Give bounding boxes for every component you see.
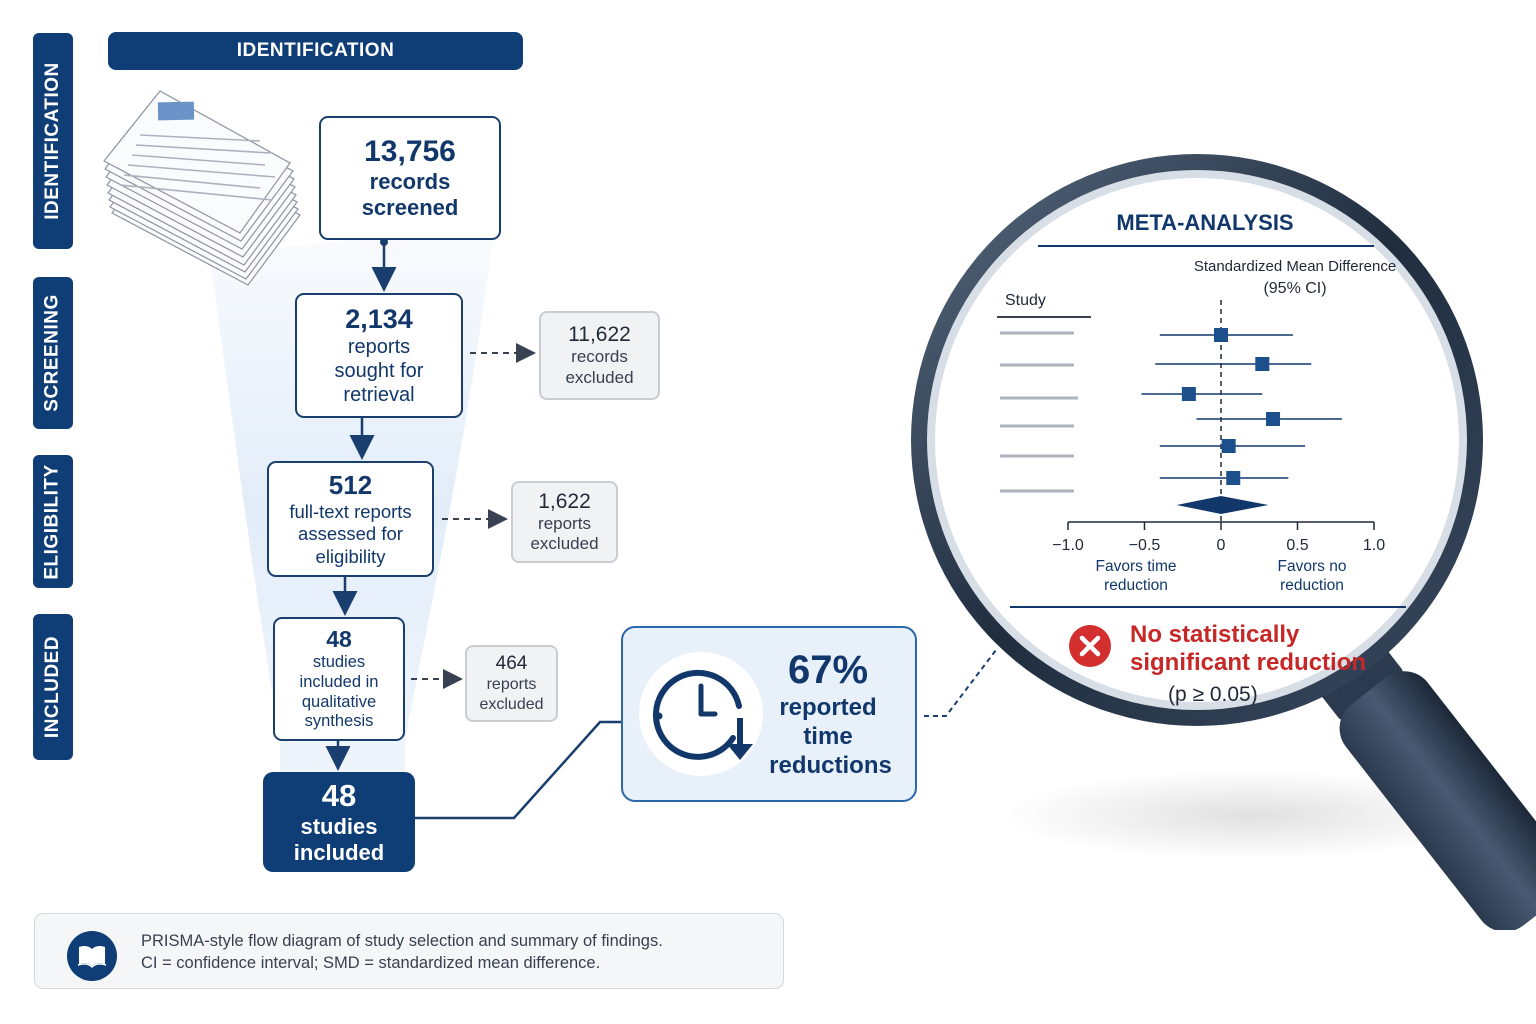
- caption-line-2: CI = confidence interval; SMD = standard…: [141, 954, 601, 972]
- study-point: [1226, 471, 1241, 485]
- study-point: [1255, 357, 1270, 371]
- stage-included-tab: INCLUDED: [33, 614, 73, 760]
- stage-label: IDENTIFICATION: [42, 62, 63, 220]
- excluded-label-2: excluded: [479, 695, 544, 713]
- reports-label-3: retrieval: [343, 384, 415, 406]
- qualitative-label-4: synthesis: [304, 712, 374, 731]
- reports-label-1: reports: [347, 336, 411, 358]
- measure-label-2: (95% CI): [1263, 280, 1327, 297]
- qualitative-count: 48: [326, 625, 352, 652]
- reports-label-2: sought for: [334, 360, 424, 382]
- excluded-label-2: excluded: [530, 534, 599, 553]
- records-screened-box: 13,756 records screened: [319, 116, 501, 240]
- excluded-label-1: reports: [538, 513, 591, 533]
- stage-label: INCLUDED: [42, 635, 64, 739]
- fulltext-count: 512: [328, 470, 373, 501]
- measure-label-1: Standardized Mean Difference: [1193, 258, 1397, 275]
- reports-excluded-box: 1,622 reports excluded: [511, 481, 618, 563]
- clock-icon: [639, 652, 763, 776]
- x-tick-label: 0: [1217, 537, 1226, 554]
- study-point: [1181, 387, 1196, 401]
- studies-included-box: 48 studies included: [263, 772, 415, 872]
- caption-line-1: PRISMA-style flow diagram of study selec…: [141, 932, 663, 950]
- x-tick-label: −0.5: [1129, 537, 1161, 554]
- finding-label-2: time: [803, 723, 853, 750]
- meta-analysis-title: META-ANALYSIS: [1116, 210, 1294, 235]
- excluded-label-1: reports: [486, 676, 537, 694]
- identification-banner: IDENTIFICATION: [108, 32, 523, 70]
- qualitative-label-2: included in: [299, 672, 379, 691]
- favors-right-label-2: reduction: [1280, 577, 1344, 594]
- x-tick-label: −1.0: [1052, 537, 1084, 554]
- p-value: (p ≥ 0.05): [1168, 683, 1258, 706]
- study-point: [1266, 412, 1281, 426]
- fulltext-label-2: assessed for: [298, 523, 403, 545]
- paper-stack-icon: [103, 90, 301, 286]
- time-reduction-finding: 67% reported time reductions: [621, 626, 917, 802]
- excluded-count: 1,622: [538, 489, 591, 513]
- result-rule: [1010, 606, 1406, 608]
- pooled-diamond: [1176, 496, 1269, 514]
- study-point: [1221, 439, 1236, 453]
- error-x-icon: [1069, 625, 1111, 667]
- figure-caption: PRISMA-style flow diagram of study selec…: [34, 913, 784, 989]
- x-tick-label: 0.5: [1286, 537, 1308, 554]
- final-count: 48: [321, 777, 357, 813]
- reports-sought-box: 2,134 reports sought for retrieval: [295, 293, 463, 418]
- study-header: Study: [1005, 292, 1046, 309]
- book-icon: [67, 931, 117, 981]
- study-point: [1214, 328, 1228, 342]
- records-count: 13,756: [364, 134, 456, 168]
- reports-count: 2,134: [345, 304, 413, 334]
- meta-title-rule: [1038, 245, 1374, 247]
- final-label-2: included: [293, 840, 385, 865]
- excluded-label-2: excluded: [565, 367, 634, 387]
- fulltext-assessed-box: 512 full-text reports assessed for eligi…: [267, 461, 434, 577]
- records-label-2: screened: [361, 195, 459, 220]
- stage-screening-tab: SCREENING: [33, 277, 73, 429]
- excluded-label-1: records: [571, 347, 628, 367]
- forest-plot: −1.0 −0.5 0 0.5 1.0: [1000, 300, 1385, 554]
- qualitative-synthesis-box: 48 studies included in qualitative synth…: [273, 617, 405, 741]
- result-line-1: No statistically: [1130, 621, 1300, 648]
- stage-eligibility-tab: ELIGIBILITY: [33, 455, 73, 588]
- fulltext-label-3: eligibility: [315, 545, 386, 567]
- excluded-count: 11,622: [568, 323, 631, 347]
- fulltext-label-1: full-text reports: [289, 501, 412, 523]
- magnifier-icon: [911, 154, 1536, 930]
- favors-left-label-2: reduction: [1104, 577, 1168, 594]
- stage-label: SCREENING: [42, 294, 63, 412]
- final-label-1: studies: [300, 813, 378, 839]
- stage-label: ELIGIBILITY: [42, 463, 63, 580]
- x-tick-label: 1.0: [1363, 537, 1385, 554]
- finding-label-3: reductions: [769, 752, 892, 779]
- qualitative-label-3: qualitative: [301, 692, 377, 711]
- reports-excluded-box-2: 464 reports excluded: [465, 645, 558, 722]
- result-line-2: significant reduction: [1130, 649, 1367, 676]
- study-header-rule: [997, 316, 1091, 318]
- excluded-count: 464: [495, 653, 528, 675]
- qualitative-label-1: studies: [312, 652, 366, 671]
- percent-value: 67%: [787, 648, 869, 692]
- favors-left-label-1: Favors time: [1095, 558, 1177, 575]
- stage-identification-tab: IDENTIFICATION: [33, 33, 73, 249]
- records-excluded-box: 11,622 records excluded: [539, 311, 660, 400]
- records-label-1: records: [369, 168, 451, 194]
- finding-label-1: reported: [779, 694, 877, 721]
- favors-right-label-1: Favors no: [1277, 558, 1347, 575]
